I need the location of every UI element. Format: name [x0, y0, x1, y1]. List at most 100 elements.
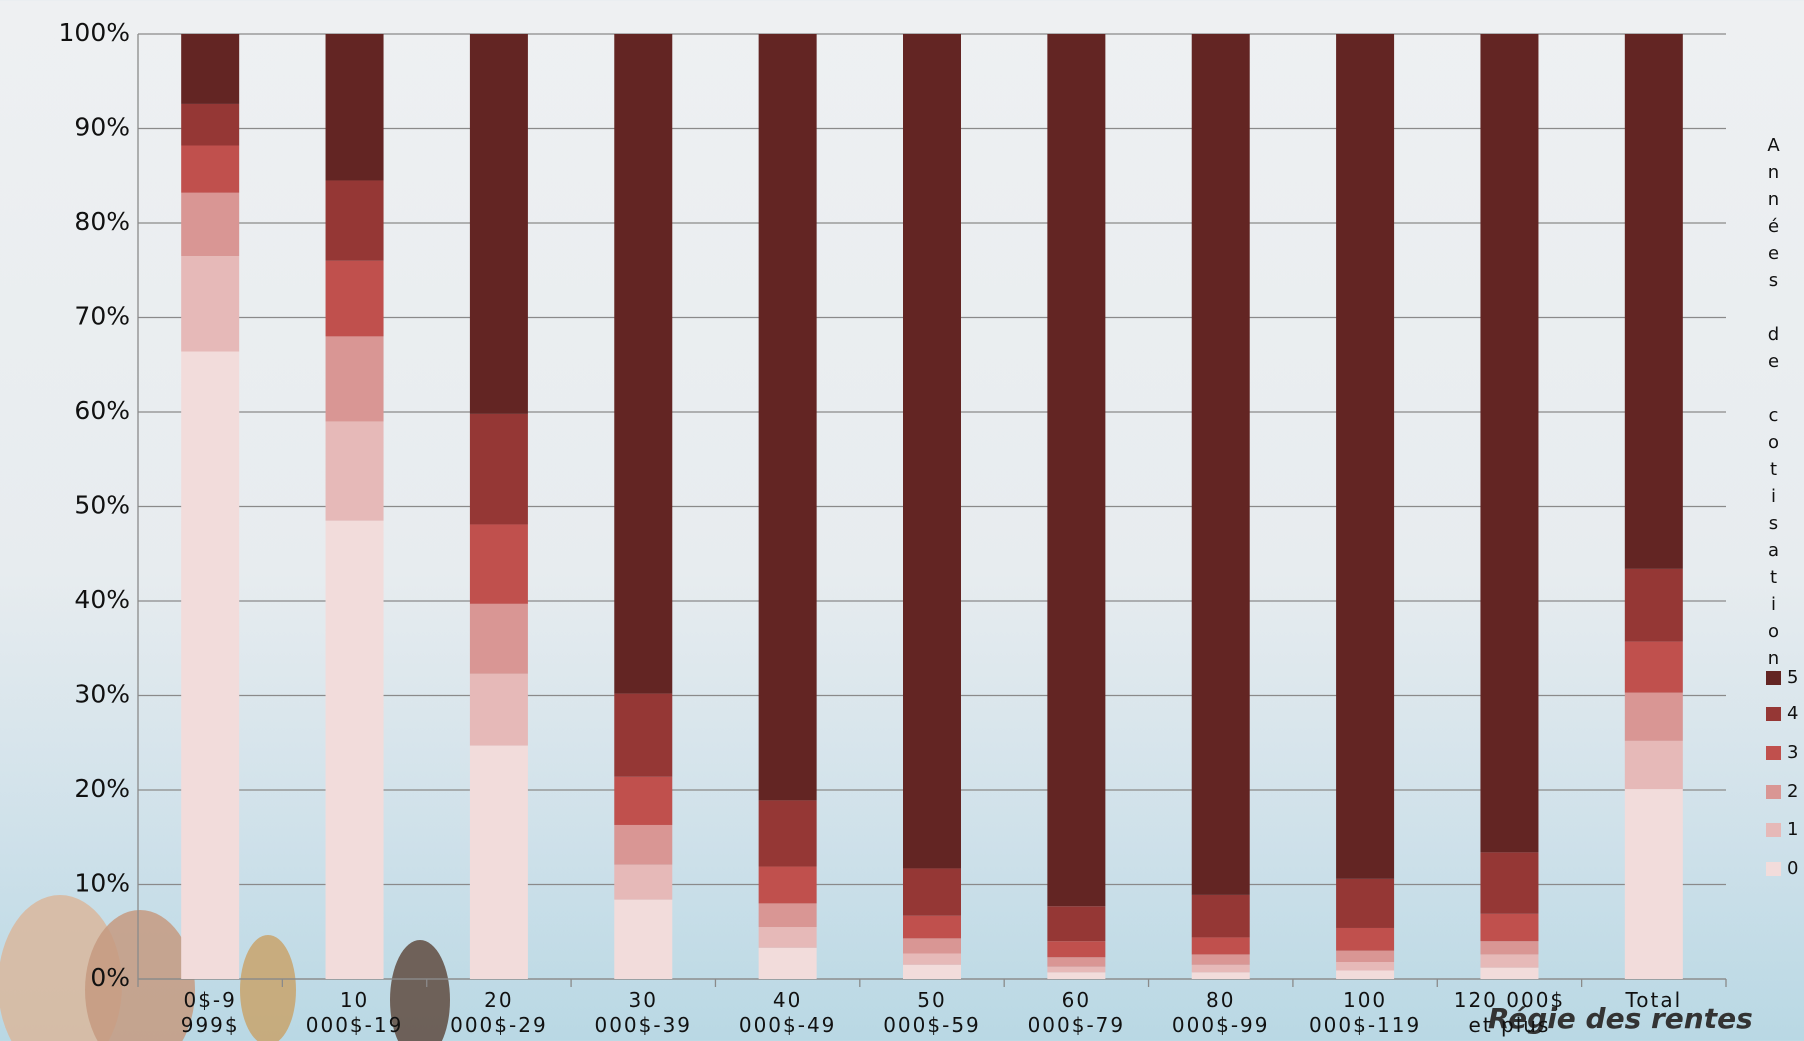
y-tick-label: 90% [74, 113, 130, 142]
bar-segment [1047, 941, 1106, 958]
bar-segment [1480, 967, 1539, 979]
bar-segment [1191, 964, 1250, 973]
legend-label: 4 [1787, 703, 1798, 724]
bar-segment [903, 938, 961, 954]
y-tick-label: 50% [74, 491, 130, 520]
bar-segment [903, 34, 961, 869]
bar-segment [181, 34, 240, 104]
x-tick-label: 0$-9 999$ [180, 988, 240, 1037]
bar-segment [469, 745, 528, 979]
y-tick-label: 0% [90, 963, 130, 992]
legend-swatch [1766, 785, 1781, 799]
bar-segment [903, 915, 961, 939]
bar-segment [1336, 950, 1395, 962]
bar-segment [325, 520, 384, 979]
bar-segment [614, 693, 673, 777]
bar-segment [469, 524, 528, 604]
y-tick-label: 40% [74, 585, 130, 614]
y-tick-label: 100% [59, 18, 130, 47]
bar-segment [325, 336, 384, 422]
bar-segment [1191, 894, 1250, 938]
legend-label: 2 [1787, 781, 1798, 802]
legend-swatch [1766, 671, 1781, 685]
bar-segment [181, 351, 240, 979]
bar-segment [325, 421, 384, 521]
bar-segment [1480, 34, 1539, 853]
bar-segment [181, 192, 240, 257]
bar-segment [903, 953, 961, 965]
bar-segment [1336, 878, 1395, 928]
bar-segment [1047, 972, 1106, 979]
bar-segment [1047, 957, 1106, 967]
bar-segment [181, 145, 240, 193]
bar-segment [1336, 34, 1395, 879]
bar-segment [181, 103, 240, 146]
bar-segment [758, 34, 817, 801]
bar-segment [325, 34, 384, 181]
y-tick-label: 30% [74, 680, 130, 709]
bar-segment [1624, 34, 1683, 569]
bar-segment [758, 927, 817, 948]
bar-segment [1624, 641, 1683, 693]
bar-segment [1480, 941, 1539, 955]
x-tick-label: 30 000$-39 999$ [594, 988, 693, 1041]
legend-swatch [1766, 862, 1781, 876]
x-tick-label: 100 000$-119 999$ [1308, 988, 1422, 1041]
bar-segment [1480, 954, 1539, 968]
x-tick-label: Total [1625, 988, 1683, 1012]
bar-segment [469, 34, 528, 414]
x-tick-label: 10 000$-19 999$ [305, 988, 404, 1041]
bar-segment [1047, 966, 1106, 973]
legend-swatch [1766, 823, 1781, 837]
legend-label: 0 [1787, 858, 1798, 879]
bar-segment [758, 866, 817, 904]
bar-segment [1191, 937, 1250, 955]
bar-segment [469, 603, 528, 674]
bar-segment [614, 824, 673, 865]
y-tick-label: 70% [74, 302, 130, 331]
legend-title: Années de cotisation [1763, 135, 1784, 675]
bar-segment [758, 903, 817, 928]
legend-swatch [1766, 707, 1781, 721]
bar-segment [1191, 972, 1250, 979]
bar-segment [1624, 740, 1683, 790]
bar-segment [1624, 692, 1683, 741]
bar-segment [614, 899, 673, 979]
bar-segment [469, 413, 528, 525]
legend-label: 1 [1787, 819, 1798, 840]
x-tick-label: 120 000$ et plus [1453, 988, 1566, 1037]
bar-segment [903, 868, 961, 916]
bar-segment [758, 947, 817, 979]
bar-segment [1047, 34, 1106, 907]
bar-segment [1047, 906, 1106, 942]
bar-segment [1191, 34, 1250, 895]
bar-segment [1624, 568, 1683, 642]
bar-segment [1336, 961, 1395, 971]
y-tick-label: 80% [74, 207, 130, 236]
bar-segment [1336, 970, 1395, 979]
bar-segment [325, 260, 384, 337]
bar-segment [614, 34, 673, 694]
legend-label: 3 [1787, 742, 1798, 763]
bar-segment [469, 673, 528, 746]
bar-segment [614, 776, 673, 825]
x-tick-label: 60 000$-79 999$ [1027, 988, 1126, 1041]
y-tick-label: 10% [74, 869, 130, 898]
bar-segment [325, 180, 384, 261]
bar-segment [181, 256, 240, 352]
y-tick-label: 60% [74, 396, 130, 425]
bar-segment [758, 800, 817, 867]
x-tick-label: 40 000$-49 999$ [738, 988, 837, 1041]
bar-segment [1624, 789, 1683, 979]
x-tick-label: 50 000$-59 999$ [883, 988, 981, 1041]
logo: Régie des rentes [1488, 1002, 1753, 1035]
legend-swatch [1766, 746, 1781, 760]
bar-segment [614, 864, 673, 900]
bar-segment [1480, 852, 1539, 914]
x-tick-label: 80 000$-99 999$ [1171, 988, 1270, 1041]
bar-segment [1336, 927, 1395, 951]
x-tick-label: 20 000$-29 999$ [450, 988, 548, 1041]
legend-label: 5 [1787, 667, 1798, 688]
